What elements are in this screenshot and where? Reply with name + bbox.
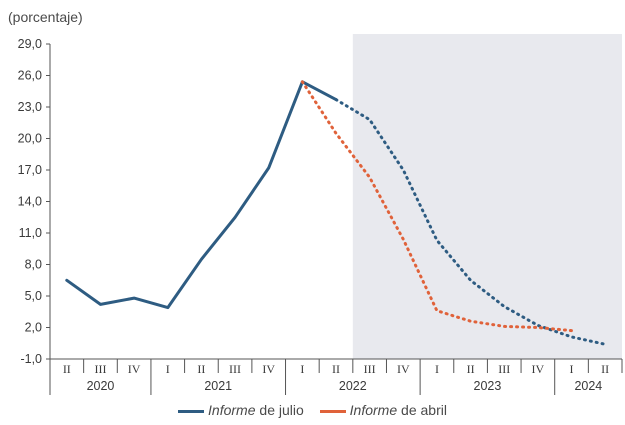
x-quarter-label: III — [498, 362, 510, 376]
y-tick-label: 8,0 — [25, 258, 42, 272]
y-axis-unit-label: (porcentaje) — [8, 9, 83, 25]
series-abril-projection — [300, 80, 573, 333]
projection-shaded-area — [352, 34, 622, 359]
x-quarter-label: I — [435, 362, 439, 376]
legend-label-abril: de abril — [401, 402, 447, 418]
y-tick-label: 17,0 — [18, 163, 42, 177]
legend-prefix-julio: Informe — [208, 402, 256, 418]
legend-label-julio: de julio — [259, 402, 304, 418]
y-axis-tick-labels: 29,0 26,0 23,0 20,0 17,0 14,0 11,0 8,0 5,0 2,0 -1,… — [18, 37, 42, 366]
x-quarter-label: II — [467, 362, 475, 376]
x-quarter-label: I — [570, 362, 574, 376]
x-quarter-label: III — [94, 362, 106, 376]
series-lines — [65, 80, 607, 346]
inflation-line-chart: 29,0 26,0 23,0 20,0 17,0 14,0 11,0 8,0 5,0 2,0 -1,… — [18, 34, 623, 395]
x-year-label: 2020 — [87, 379, 115, 393]
x-quarter-label: III — [229, 362, 241, 376]
x-year-label: 2021 — [204, 379, 232, 393]
x-quarter-label: IV — [532, 362, 545, 376]
x-year-label: 2024 — [574, 379, 602, 393]
series-julio-actual — [65, 80, 338, 310]
x-quarter-label: III — [364, 362, 376, 376]
y-tick-label: 5,0 — [25, 289, 42, 303]
legend-prefix-abril: Informe — [349, 402, 398, 418]
y-tick-label: 26,0 — [18, 69, 42, 83]
y-tick-label: 29,0 — [18, 37, 42, 51]
x-quarter-label: I — [300, 362, 304, 376]
x-year-label: 2023 — [474, 379, 502, 393]
x-quarter-label: II — [63, 362, 71, 376]
y-tick-label: 11,0 — [19, 226, 42, 240]
y-gridlines — [46, 43, 51, 360]
x-quarter-label: II — [332, 362, 340, 376]
y-tick-label: 23,0 — [18, 100, 42, 114]
legend-swatch-abril — [319, 409, 346, 413]
legend-swatch-julio — [178, 409, 205, 413]
legend-item-julio: Informe de julio — [178, 402, 304, 418]
x-quarter-label: II — [601, 362, 609, 376]
legend-item-abril: Informe de abril — [319, 402, 447, 418]
x-quarter-label: I — [166, 362, 170, 376]
y-tick-label: 14,0 — [18, 195, 42, 209]
y-tick-label: 2,0 — [25, 321, 42, 335]
x-year-label: 2022 — [339, 379, 367, 393]
y-tick-label: -1,0 — [20, 352, 42, 366]
series-julio-projection — [334, 98, 607, 346]
x-quarter-label: IV — [262, 362, 275, 376]
x-quarter-label: II — [197, 362, 205, 376]
legend: Informe de julio Informe de abril — [0, 402, 625, 418]
x-quarter-label: IV — [397, 362, 410, 376]
x-quarter-label: IV — [128, 362, 141, 376]
y-tick-label: 20,0 — [18, 132, 42, 146]
